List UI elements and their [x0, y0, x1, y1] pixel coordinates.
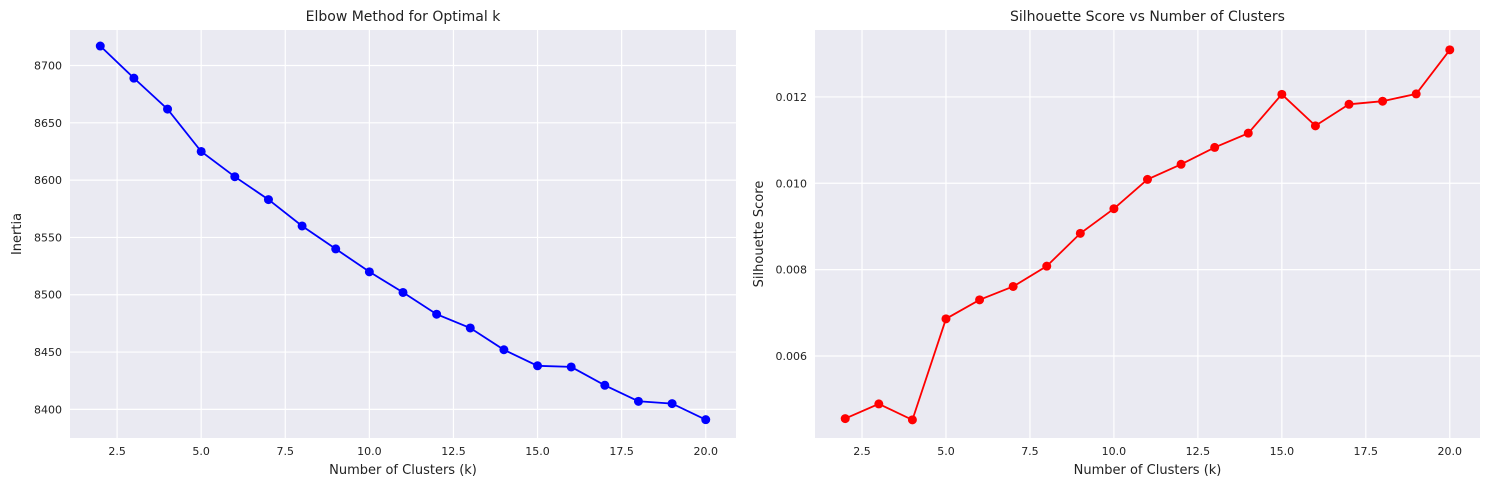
silhouette-data-point [1075, 228, 1085, 238]
elbow-y-tick-label: 8450 [34, 346, 62, 359]
elbow-data-point [701, 415, 711, 425]
elbow-y-axis-label: Inertia [10, 213, 25, 255]
silhouette-x-tick-label: 20.0 [1438, 445, 1463, 458]
elbow-x-tick-label: 12.5 [441, 445, 466, 458]
elbow-data-point [533, 361, 543, 371]
silhouette-data-point [1042, 261, 1052, 271]
elbow-y-tick-label: 8600 [34, 174, 62, 187]
elbow-data-point [230, 172, 240, 182]
silhouette-data-point [1243, 128, 1253, 138]
elbow-y-tick-label: 8500 [34, 289, 62, 302]
elbow-data-point [633, 396, 643, 406]
silhouette-data-point [1143, 174, 1152, 184]
elbow-data-point [331, 244, 341, 254]
silhouette-x-tick-label: 17.5 [1354, 445, 1379, 458]
elbow-data-point [600, 380, 610, 390]
silhouette-x-tick-label: 5.0 [937, 445, 955, 458]
silhouette-data-point [840, 414, 850, 424]
elbow-data-point [163, 104, 173, 114]
elbow-data-point [499, 345, 509, 355]
silhouette-x-axis-label: Number of Clusters (k) [1074, 463, 1222, 478]
elbow-chart-title: Elbow Method for Optimal k [306, 9, 502, 25]
elbow-x-tick-label: 15.0 [525, 445, 550, 458]
silhouette-plot-area [815, 30, 1480, 438]
elbow-data-point [263, 195, 273, 205]
elbow-data-point [196, 146, 206, 156]
elbow-x-tick-label: 10.0 [357, 445, 382, 458]
elbow-x-axis-label: Number of Clusters (k) [329, 463, 477, 478]
elbow-data-point [364, 267, 374, 277]
elbow-data-point [465, 323, 475, 333]
elbow-data-point [297, 221, 307, 231]
elbow-data-point [432, 309, 442, 319]
silhouette-data-point [1310, 121, 1320, 131]
silhouette-data-point [1378, 96, 1388, 106]
elbow-data-point [95, 41, 105, 51]
silhouette-data-point [1109, 204, 1119, 214]
silhouette-chart-title: Silhouette Score vs Number of Clusters [1010, 9, 1285, 25]
silhouette-data-point [1176, 159, 1186, 169]
silhouette-data-point [941, 314, 951, 324]
elbow-data-point [398, 287, 408, 297]
silhouette-data-point [1445, 45, 1455, 55]
silhouette-data-point [1344, 99, 1354, 109]
silhouette-data-point [907, 415, 917, 425]
elbow-y-tick-label: 8400 [34, 403, 62, 416]
elbow-x-tick-label: 20.0 [693, 445, 718, 458]
silhouette-y-axis-label: Silhouette Score [752, 181, 767, 288]
silhouette-chart: 2.5 5.0 7.5 10.0 12.5 15.0 17.5 20.0 0.006 0.008… [752, 9, 1480, 478]
silhouette-data-point [1411, 89, 1421, 99]
elbow-y-tick-label: 8700 [34, 60, 62, 73]
silhouette-data-point [1277, 89, 1287, 99]
elbow-data-point [667, 399, 677, 409]
elbow-x-tick-label: 2.5 [108, 445, 126, 458]
silhouette-y-tick-label: 0.006 [776, 350, 808, 363]
silhouette-data-point [874, 399, 884, 409]
elbow-x-tick-label: 7.5 [277, 445, 295, 458]
elbow-data-point [129, 73, 139, 83]
silhouette-x-tick-label: 7.5 [1021, 445, 1039, 458]
silhouette-y-tick-label: 0.012 [776, 91, 808, 104]
elbow-chart: 2.5 5.0 7.5 10.0 12.5 15.0 17.5 20.0 8400 8450 85… [10, 9, 736, 478]
silhouette-data-point [975, 295, 985, 305]
silhouette-y-tick-label: 0.008 [776, 264, 808, 277]
elbow-x-tick-label: 17.5 [609, 445, 634, 458]
elbow-data-point [566, 362, 576, 372]
silhouette-data-point [1008, 281, 1018, 291]
silhouette-data-point [1210, 142, 1220, 152]
elbow-x-tick-label: 5.0 [192, 445, 210, 458]
silhouette-y-tick-label: 0.010 [776, 177, 808, 190]
silhouette-x-tick-label: 10.0 [1102, 445, 1127, 458]
silhouette-x-tick-label: 15.0 [1270, 445, 1295, 458]
silhouette-x-tick-label: 12.5 [1186, 445, 1211, 458]
elbow-y-tick-label: 8650 [34, 117, 62, 130]
silhouette-x-tick-label: 2.5 [853, 445, 871, 458]
elbow-plot-area [70, 30, 736, 438]
elbow-y-tick-label: 8550 [34, 231, 62, 244]
